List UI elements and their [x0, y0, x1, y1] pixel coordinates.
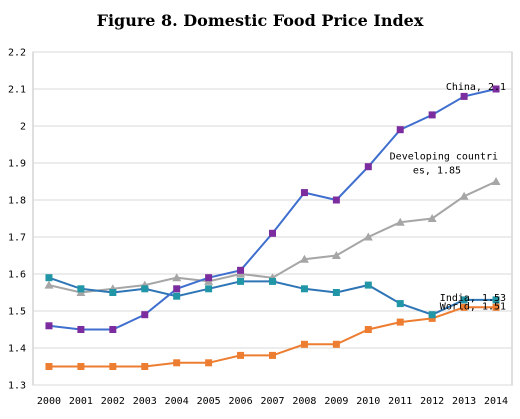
india-point — [396, 300, 404, 308]
china-point — [205, 274, 213, 282]
world-point — [109, 363, 117, 370]
china-point — [141, 311, 149, 319]
developing-countries-data-label-cont: es, 1.85 — [413, 166, 461, 177]
gridlines — [32, 51, 513, 386]
world-point — [428, 314, 436, 322]
china-point — [428, 111, 436, 119]
china-point — [77, 326, 85, 333]
world-point — [492, 303, 500, 311]
china-point — [269, 229, 276, 237]
x-axis-ticks: 2000 2001 2002 2003 2004 2005 2006 2007 2008 2009… — [37, 396, 508, 407]
developing-countries-data-label: Developing countri — [390, 152, 498, 163]
developing-countries-point — [331, 251, 341, 259]
x-tick-label: 2008 — [292, 396, 316, 407]
world-point — [237, 351, 245, 359]
developing-countries-point — [172, 273, 182, 282]
china-point — [492, 85, 500, 93]
india-point — [269, 277, 276, 285]
india-data-label: India, 1.53 — [440, 293, 506, 304]
x-tick-label: 2012 — [420, 396, 444, 407]
developing-countries-point — [363, 232, 373, 241]
x-tick-label: 2009 — [324, 396, 348, 407]
india-point — [332, 289, 340, 296]
x-tick-label: 2006 — [229, 396, 253, 407]
x-tick-label: 2011 — [388, 396, 412, 407]
china-point — [109, 326, 117, 333]
developing-countries-point — [459, 191, 469, 200]
y-axis-ticks: 1.3 1.4 1.5 1.6 1.7 1.8 1.9 2 2.1 2.2 — [8, 48, 26, 392]
y-tick-label: 2.1 — [8, 85, 26, 96]
x-tick-label: 2005 — [197, 396, 221, 407]
india-point — [77, 285, 85, 293]
china-point — [237, 266, 245, 274]
world-point — [269, 351, 276, 359]
world-point — [173, 359, 181, 367]
y-tick-label: 1.4 — [8, 344, 26, 355]
china-point — [460, 92, 468, 100]
china-data-label: China, 2.1 — [446, 82, 506, 93]
data-labels: China, 2.1 Developing countri es, 1.85 Indi… — [390, 82, 506, 312]
y-tick-label: 1.5 — [8, 307, 26, 318]
world-point — [141, 363, 149, 370]
india-point — [45, 274, 53, 282]
world-point — [45, 363, 53, 370]
series-group — [44, 85, 501, 370]
world-point — [332, 340, 340, 348]
india-point — [237, 277, 245, 285]
china-point — [332, 196, 340, 204]
y-tick-label: 1.7 — [8, 233, 26, 244]
developing-countries-point — [491, 177, 501, 185]
developing-countries-point — [427, 214, 437, 222]
world-point — [364, 326, 372, 333]
china-point — [300, 189, 308, 197]
india-point — [141, 285, 149, 293]
china-point — [45, 322, 53, 330]
developing-countries-point — [44, 280, 54, 289]
x-tick-label: 2004 — [165, 396, 189, 407]
x-tick-label: 2000 — [37, 396, 61, 407]
y-tick-label: 1.6 — [8, 270, 26, 281]
india-point — [364, 281, 372, 289]
developing-countries-point — [395, 217, 405, 226]
india-point — [492, 296, 500, 304]
x-tick-label: 2003 — [133, 396, 157, 407]
x-tick-label: 2014 — [484, 396, 508, 407]
y-tick-label: 2.2 — [8, 48, 26, 59]
x-tick-label: 2010 — [356, 396, 380, 407]
india-point — [300, 285, 308, 293]
x-tick-label: 2013 — [452, 396, 476, 407]
world-point — [205, 359, 213, 367]
y-tick-label: 1.3 — [8, 381, 26, 392]
india-point — [460, 296, 468, 304]
india-point — [205, 285, 213, 293]
x-tick-label: 2001 — [69, 396, 93, 407]
china-point — [364, 163, 372, 171]
world-point — [77, 363, 85, 370]
y-tick-label: 1.8 — [8, 196, 26, 207]
x-tick-label: 2007 — [260, 396, 284, 407]
world-data-label: World, 1.51 — [440, 301, 506, 312]
world-point — [300, 340, 308, 348]
chart-title: Figure 8. Domestic Food Price Index — [97, 11, 424, 30]
y-tick-label: 2 — [20, 122, 26, 133]
y-tick-label: 1.9 — [8, 159, 26, 170]
china-point — [396, 126, 404, 134]
india-point — [109, 289, 117, 296]
x-tick-label: 2002 — [101, 396, 125, 407]
developing-countries-point — [299, 254, 309, 263]
india-point — [428, 311, 436, 319]
world-point — [460, 303, 468, 311]
china-point — [173, 285, 181, 293]
world-point — [396, 318, 404, 326]
india-point — [173, 292, 181, 300]
